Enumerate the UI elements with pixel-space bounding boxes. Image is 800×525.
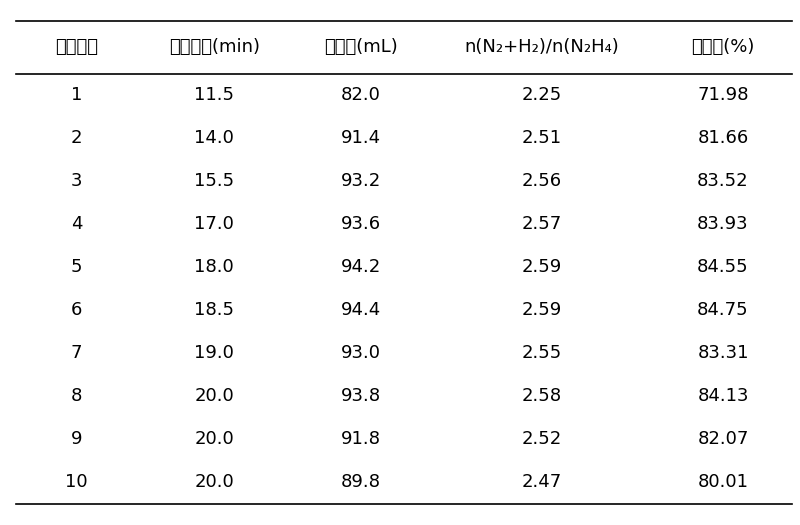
Text: 3: 3 — [70, 172, 82, 190]
Text: 82.0: 82.0 — [341, 86, 381, 104]
Text: 71.98: 71.98 — [698, 86, 749, 104]
Text: 93.8: 93.8 — [341, 387, 381, 405]
Text: 产气量(mL): 产气量(mL) — [324, 38, 398, 56]
Text: 10: 10 — [65, 474, 88, 491]
Text: 93.0: 93.0 — [341, 344, 381, 362]
Text: 反应时间(min): 反应时间(min) — [169, 38, 260, 56]
Text: 83.31: 83.31 — [698, 344, 749, 362]
Text: 9: 9 — [70, 430, 82, 448]
Text: 7: 7 — [70, 344, 82, 362]
Text: 84.75: 84.75 — [698, 301, 749, 319]
Text: 19.0: 19.0 — [194, 344, 234, 362]
Text: n(N₂+H₂)/n(N₂H₄): n(N₂+H₂)/n(N₂H₄) — [465, 38, 619, 56]
Text: 91.8: 91.8 — [341, 430, 381, 448]
Text: 2.47: 2.47 — [522, 474, 562, 491]
Text: 1: 1 — [70, 86, 82, 104]
Text: 4: 4 — [70, 215, 82, 233]
Text: 93.2: 93.2 — [341, 172, 381, 190]
Text: 循环次数: 循环次数 — [55, 38, 98, 56]
Text: 15.5: 15.5 — [194, 172, 234, 190]
Text: 80.01: 80.01 — [698, 474, 749, 491]
Text: 2.57: 2.57 — [522, 215, 562, 233]
Text: 20.0: 20.0 — [194, 387, 234, 405]
Text: 94.2: 94.2 — [341, 258, 381, 276]
Text: 2.52: 2.52 — [522, 430, 562, 448]
Text: 18.5: 18.5 — [194, 301, 234, 319]
Text: 82.07: 82.07 — [698, 430, 749, 448]
Text: 84.13: 84.13 — [698, 387, 749, 405]
Text: 6: 6 — [70, 301, 82, 319]
Text: 5: 5 — [70, 258, 82, 276]
Text: 84.55: 84.55 — [698, 258, 749, 276]
Text: 2: 2 — [70, 129, 82, 147]
Text: 2.56: 2.56 — [522, 172, 562, 190]
Text: 83.52: 83.52 — [698, 172, 749, 190]
Text: 94.4: 94.4 — [341, 301, 381, 319]
Text: 14.0: 14.0 — [194, 129, 234, 147]
Text: 17.0: 17.0 — [194, 215, 234, 233]
Text: 2.59: 2.59 — [522, 258, 562, 276]
Text: 8: 8 — [70, 387, 82, 405]
Text: 2.58: 2.58 — [522, 387, 562, 405]
Text: 89.8: 89.8 — [341, 474, 381, 491]
Text: 2.59: 2.59 — [522, 301, 562, 319]
Text: 2.51: 2.51 — [522, 129, 562, 147]
Text: 20.0: 20.0 — [194, 430, 234, 448]
Text: 2.25: 2.25 — [522, 86, 562, 104]
Text: 20.0: 20.0 — [194, 474, 234, 491]
Text: 83.93: 83.93 — [698, 215, 749, 233]
Text: 2.55: 2.55 — [522, 344, 562, 362]
Text: 18.0: 18.0 — [194, 258, 234, 276]
Text: 91.4: 91.4 — [341, 129, 381, 147]
Text: 11.5: 11.5 — [194, 86, 234, 104]
Text: 选择性(%): 选择性(%) — [691, 38, 754, 56]
Text: 93.6: 93.6 — [341, 215, 381, 233]
Text: 81.66: 81.66 — [698, 129, 749, 147]
